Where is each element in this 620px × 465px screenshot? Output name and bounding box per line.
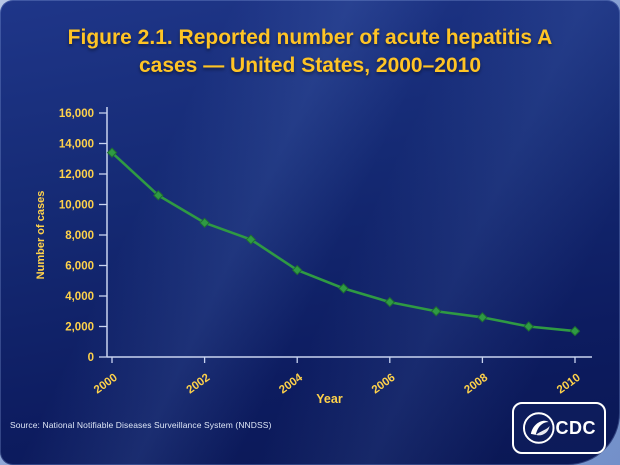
- svg-text:2,000: 2,000: [65, 322, 94, 334]
- svg-text:14,000: 14,000: [59, 139, 94, 151]
- x-axis: 2000 2002 2004 2006 2008 2010 Year: [92, 356, 592, 406]
- line-chart: 0 2,000 4,000 6,000 8,000 10,000 12,000 14,000 1…: [35, 107, 592, 406]
- svg-text:2008: 2008: [462, 371, 490, 396]
- chart-title: Figure 2.1. Reported number of acute hep…: [18, 24, 602, 80]
- svg-text:0: 0: [88, 352, 94, 364]
- hhs-logo-icon: [522, 412, 555, 444]
- y-axis-title: Number of cases: [35, 191, 47, 280]
- svg-text:16,000: 16,000: [59, 108, 94, 120]
- cdc-logo-text: CDC: [555, 417, 596, 438]
- title-line-1: Figure 2.1. Reported number of acute hep…: [67, 26, 553, 49]
- data-markers: [106, 147, 581, 337]
- svg-text:6,000: 6,000: [65, 261, 94, 273]
- svg-text:8,000: 8,000: [65, 230, 94, 242]
- title-line-2: cases — United States, 2000–2010: [138, 53, 482, 77]
- svg-text:10,000: 10,000: [59, 200, 94, 212]
- svg-text:2000: 2000: [92, 372, 120, 397]
- source-note: Source: National Notifiable Diseases Sur…: [10, 420, 272, 430]
- svg-text:2010: 2010: [555, 372, 583, 397]
- svg-text:2004: 2004: [277, 371, 305, 396]
- cdc-hhs-logo: CDC: [512, 402, 606, 454]
- svg-text:2002: 2002: [185, 372, 213, 397]
- svg-text:2006: 2006: [370, 372, 398, 397]
- svg-text:12,000: 12,000: [59, 169, 94, 181]
- y-axis: 0 2,000 4,000 6,000 8,000 10,000 12,000 14,000 1…: [35, 107, 108, 364]
- x-axis-title: Year: [316, 392, 343, 406]
- svg-text:4,000: 4,000: [65, 291, 94, 303]
- data-line: [111, 151, 576, 333]
